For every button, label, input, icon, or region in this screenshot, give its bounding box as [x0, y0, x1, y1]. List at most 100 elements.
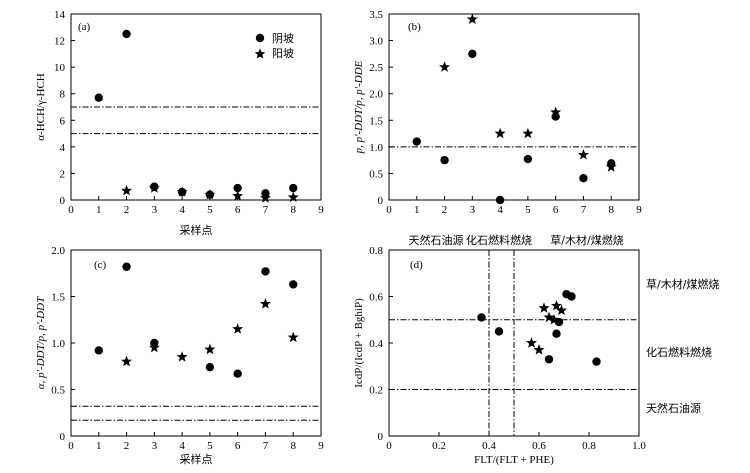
- sunny-slope-point: [148, 341, 160, 353]
- y-tick-label: 3.5: [369, 9, 383, 21]
- panel-d-right-label-petroleum: 天然石油源: [646, 401, 701, 415]
- x-tick-label: 9: [318, 440, 324, 452]
- x-tick-label: 1: [414, 204, 420, 216]
- y-tick-label: 1.0: [369, 142, 383, 154]
- x-tick-label: 2: [124, 204, 130, 216]
- y-tick-label: 0: [378, 195, 384, 207]
- y-tick-label: 0.4: [369, 338, 383, 350]
- sunny-slope-point: [176, 186, 188, 197]
- panel-c-markers: [94, 262, 299, 378]
- shady-slope-point: [579, 174, 588, 183]
- panel-b-markers: [412, 13, 617, 205]
- x-tick-label: 9: [636, 204, 642, 216]
- y-tick-label: 14: [54, 9, 66, 21]
- x-tick-label: 9: [318, 204, 324, 216]
- y-tick-label: 0.6: [369, 292, 383, 304]
- sunny-slope-point: [176, 351, 188, 362]
- panel-a-markers: [94, 29, 299, 203]
- shady-slope-point: [552, 329, 561, 338]
- panel-a-label: (a): [78, 21, 91, 33]
- x-tick-label: 0: [68, 204, 74, 216]
- panel-c: (c) 采样点 α, p'-DDT/p, p'-DDT 0 1 2 3 4 5 6 7 8 900…: [35, 245, 324, 466]
- x-tick-label: 6: [235, 204, 241, 216]
- sunny-slope-point: [550, 300, 563, 311]
- sunny-slope-point: [555, 304, 568, 316]
- panel-d-top-label-biomass: 草/木材/煤燃烧: [550, 233, 623, 247]
- shady-slope-point: [289, 280, 298, 289]
- x-tick-label: 1: [96, 204, 102, 216]
- sunny-slope-point: [522, 127, 534, 139]
- panel-a-reference-lines: [71, 106, 321, 135]
- panel-d-ticks: 0 0.2 0.4 0.6 0.8 1.0 0 0.2 0.4 0.6 0.8: [369, 245, 646, 452]
- panel-c-reference-lines: [71, 405, 321, 421]
- sunny-slope-point: [538, 302, 550, 313]
- sunny-slope-point: [525, 337, 538, 348]
- x-tick-label: 0.4: [482, 440, 496, 452]
- panel-d-reference-lines: [389, 250, 639, 436]
- x-tick-label: 1: [96, 440, 102, 452]
- panel-c-frame: [70, 249, 322, 437]
- sunny-slope-point: [259, 192, 271, 203]
- y-tick-label: 0.2: [369, 385, 383, 397]
- shady-slope-point: [412, 137, 421, 146]
- x-tick-label: 0: [386, 440, 392, 452]
- shady-slope-point: [567, 292, 576, 301]
- panel-c-ticks: 0 1 2 3 4 5 6 7 8 9 0 0.5 1.0 1.5 2.0: [51, 245, 324, 452]
- y-tick-label: 1.5: [51, 292, 65, 304]
- sunny-slope-point: [259, 298, 271, 309]
- y-tick-label: 0: [378, 431, 384, 443]
- shady-slope-point: [122, 262, 131, 271]
- sunny-slope-point: [439, 61, 451, 72]
- panel-b-ticks: 0 1 2 3 4 5 6 7 8 9 0 0.5 1.0 1.5 2.0 2.5 3.0 3.5: [369, 9, 642, 216]
- shady-slope-point: [289, 183, 298, 193]
- panel-d-xlabel: FLT/(FLT + PHE): [474, 454, 554, 466]
- y-tick-label: 8: [60, 89, 66, 101]
- x-tick-label: 0.8: [582, 440, 596, 452]
- sunny-slope-point: [543, 311, 555, 323]
- y-tick-label: 10: [54, 62, 66, 74]
- legend-label-sunny: 阳坡: [272, 47, 294, 60]
- x-tick-label: 3: [152, 440, 158, 452]
- y-tick-label: 1.5: [369, 115, 383, 127]
- x-tick-label: 0: [386, 204, 392, 216]
- panel-c-ylabel: α, p'-DDT/p, p'-DDT: [35, 296, 47, 389]
- shady-slope-point: [233, 183, 242, 193]
- panel-d-markers: [477, 289, 601, 366]
- x-tick-label: 1.0: [632, 440, 646, 452]
- sunny-slope-point: [494, 127, 506, 139]
- panel-d-ylabel: IcdP/(IcdP + BghiP): [353, 298, 365, 388]
- panel-a-xlabel: 采样点: [180, 223, 213, 237]
- panel-d-right-label-fossil: 化石燃料燃烧: [646, 345, 712, 359]
- panel-d-top-label-petroleum: 天然石油源: [409, 233, 464, 247]
- panel-c-label: (c): [94, 259, 107, 271]
- x-tick-label: 6: [553, 204, 559, 216]
- legend-circle-marker: [255, 33, 265, 43]
- y-tick-label: 1.0: [51, 338, 65, 350]
- x-tick-label: 7: [581, 204, 587, 216]
- x-tick-label: 2: [442, 204, 448, 216]
- sunny-slope-point: [148, 182, 160, 193]
- panel-c-xlabel: 采样点: [180, 452, 213, 466]
- x-tick-label: 8: [290, 440, 296, 452]
- x-tick-label: 5: [525, 204, 531, 216]
- sunny-slope-point: [533, 344, 545, 355]
- x-tick-label: 0: [68, 440, 74, 452]
- shady-slope-point: [261, 267, 270, 276]
- y-tick-label: 2: [60, 168, 66, 180]
- legend-star-marker: [254, 48, 266, 59]
- x-tick-label: 5: [207, 204, 213, 216]
- shady-slope-point: [477, 313, 486, 322]
- y-tick-label: 3.0: [369, 36, 383, 48]
- shady-slope-point: [592, 357, 601, 366]
- y-tick-label: 6: [60, 115, 66, 127]
- y-tick-label: 4: [60, 142, 66, 154]
- x-tick-label: 2: [124, 440, 130, 452]
- x-tick-label: 4: [497, 204, 503, 216]
- sunny-slope-point: [287, 191, 299, 203]
- panel-b-ylabel: p, p'-DDT/p, p'-DDE: [353, 60, 365, 154]
- sunny-slope-point: [577, 149, 589, 160]
- shady-slope-point: [122, 29, 131, 39]
- x-tick-label: 6: [235, 440, 241, 452]
- x-tick-label: 5: [207, 440, 213, 452]
- x-tick-label: 7: [263, 204, 269, 216]
